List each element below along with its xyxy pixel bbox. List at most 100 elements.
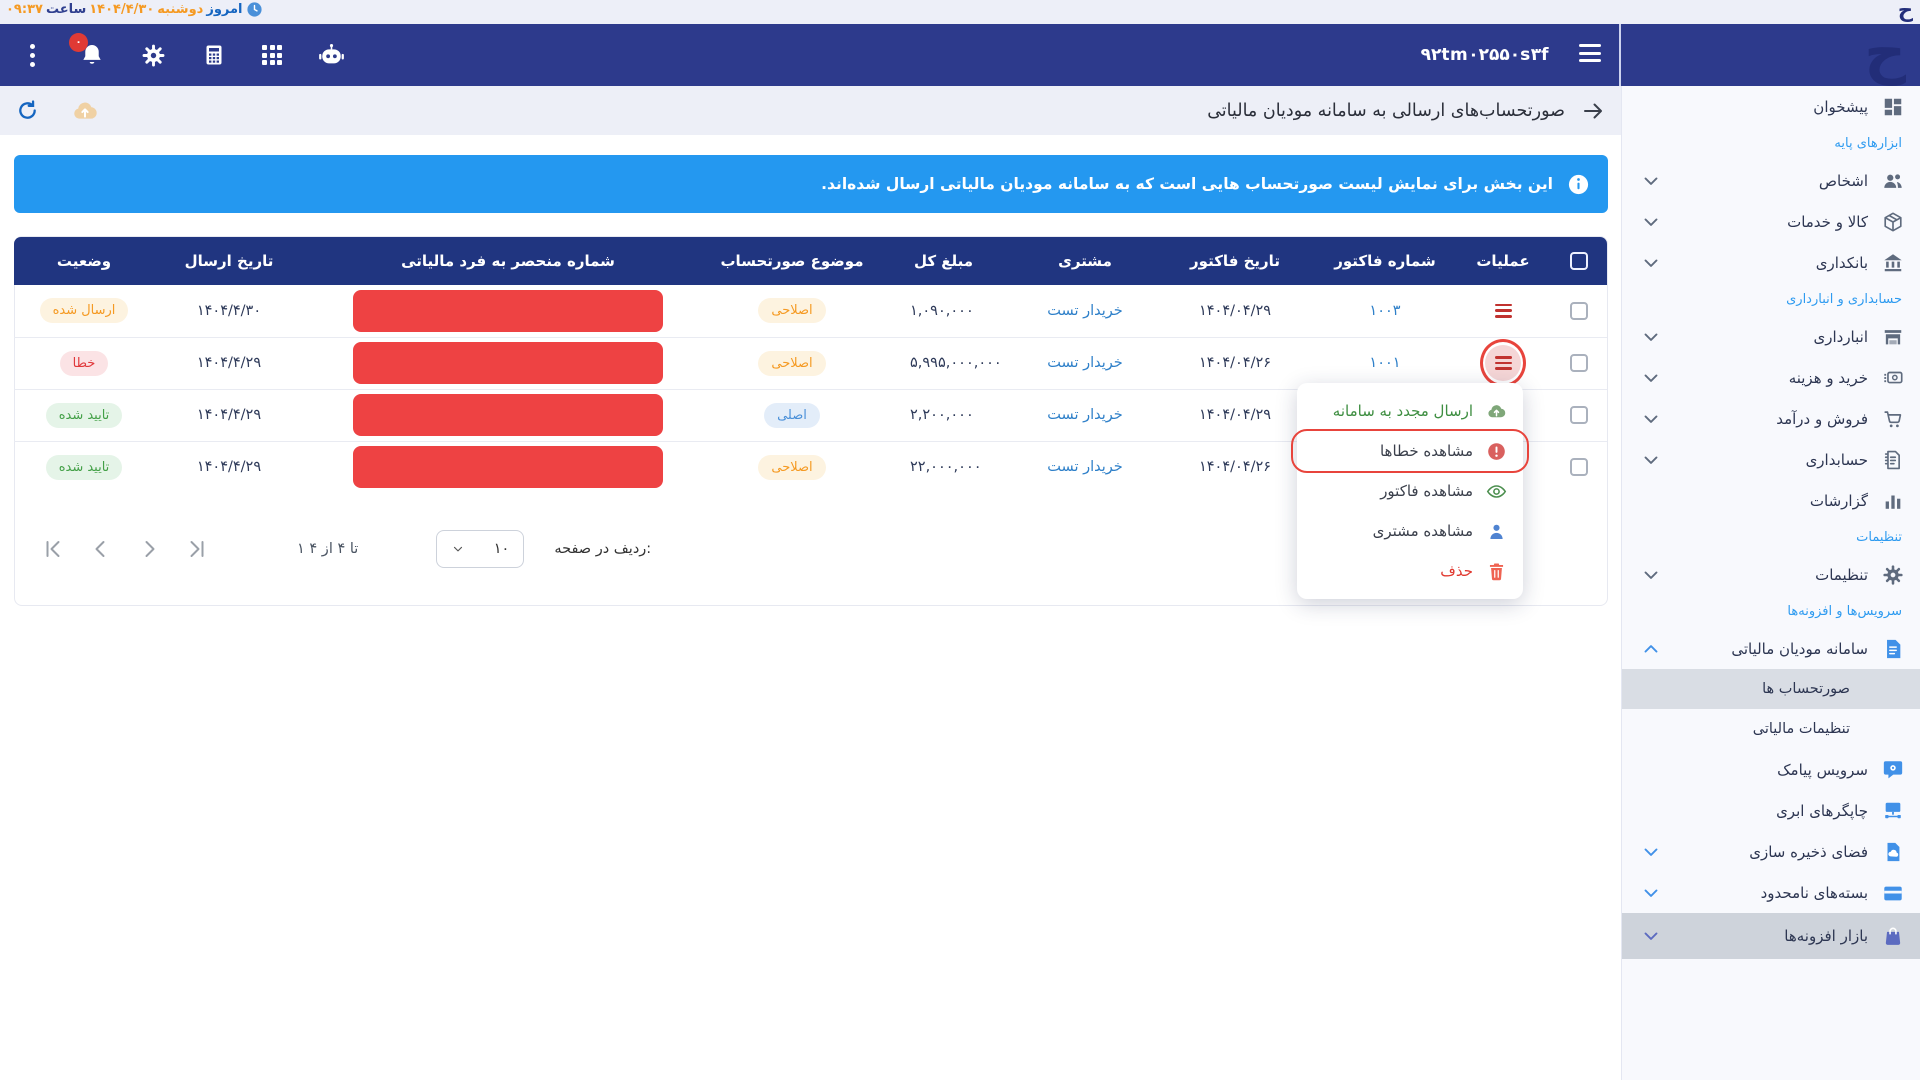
- sidebar-item-sms-service[interactable]: سرویس پیامک: [1622, 749, 1920, 790]
- packages-icon: [1882, 882, 1904, 904]
- info-banner: این بخش برای نمایش لیست صورتحساب هایی اس…: [14, 155, 1608, 213]
- subject-badge: اصلی: [764, 402, 820, 428]
- sidebar-item-sales-income[interactable]: فروش و درآمد: [1622, 398, 1920, 439]
- kebab-menu-icon[interactable]: [22, 40, 43, 71]
- package-icon: [1882, 211, 1904, 233]
- customer-link[interactable]: خریدار تست: [1047, 459, 1123, 476]
- chevron-down-icon: [1640, 252, 1662, 274]
- menu-item-view-customer[interactable]: مشاهده مشتری: [1297, 511, 1523, 551]
- hour-label: ساعت: [45, 2, 87, 17]
- chevron-down-icon: [1640, 449, 1662, 471]
- col-ops: عملیات: [1455, 237, 1551, 285]
- send-date: ۱۴۰۴/۴/۲۹: [154, 388, 304, 441]
- notification-badge: ۰: [69, 33, 88, 52]
- workspace-id: ۹۲tm۰۲۵۵۰s۳f: [1420, 45, 1549, 65]
- ledger-icon: [1882, 449, 1904, 471]
- sidebar-subitem-invoices[interactable]: صورتحساب ها: [1622, 669, 1920, 709]
- bar-chart-icon: [1882, 490, 1904, 512]
- first-page-icon[interactable]: [41, 537, 65, 561]
- sidebar-item-purchase-expense[interactable]: خرید و هزینه: [1622, 357, 1920, 398]
- date-value: ۱۴۰۴/۴/۳۰: [89, 2, 155, 17]
- row-checkbox[interactable]: [1570, 354, 1588, 372]
- tax-uid-redaction: [353, 289, 663, 332]
- sidebar-section-basic-tools: ابزارهای پایه: [1834, 136, 1902, 151]
- assistant-robot-icon[interactable]: [318, 42, 345, 69]
- chevron-down-icon: [1640, 841, 1662, 863]
- sidebar-item-reports[interactable]: گزارشات: [1622, 480, 1920, 521]
- sidebar-item-dashboard[interactable]: پیشخوان: [1622, 86, 1920, 127]
- sidebar-hamburger-icon[interactable]: [1579, 44, 1601, 62]
- invoice-number-link[interactable]: ۱۰۰۳: [1369, 302, 1401, 319]
- chevron-down-icon: [1640, 408, 1662, 430]
- sidebar-item-storage[interactable]: فضای ذخیره سازی: [1622, 831, 1920, 872]
- info-banner-text: این بخش برای نمایش لیست صورتحساب هایی اس…: [821, 175, 1553, 193]
- sidebar-item-goods-services[interactable]: کالا و خدمات: [1622, 201, 1920, 242]
- invoice-number-link[interactable]: ۱۰۰۱: [1369, 355, 1401, 371]
- subject-badge: اصلاحی: [758, 350, 826, 376]
- menu-item-delete[interactable]: حذف: [1297, 551, 1523, 591]
- customer-link[interactable]: خریدار تست: [1047, 302, 1123, 319]
- cloud-upload-icon[interactable]: [71, 97, 99, 125]
- menu-item-resend[interactable]: ارسال مجدد به سامانه: [1297, 391, 1523, 431]
- weekday-label: دوشنبه: [157, 2, 204, 17]
- chevron-down-icon: [1640, 564, 1662, 586]
- row-actions-icon-active[interactable]: [1494, 356, 1512, 370]
- pagination-range: ۱ تا ۴ از ۴: [297, 541, 359, 557]
- refresh-icon[interactable]: [16, 99, 39, 122]
- sidebar-item-tax-system[interactable]: سامانه مودیان مالیاتی: [1622, 628, 1920, 669]
- calculator-icon[interactable]: [202, 43, 226, 67]
- select-all-checkbox[interactable]: [1570, 252, 1588, 271]
- error-icon: [1486, 441, 1507, 462]
- sidebar-item-banking[interactable]: بانکداری: [1622, 242, 1920, 283]
- status-badge: خطا: [59, 350, 109, 376]
- row-actions-icon[interactable]: [1494, 303, 1512, 318]
- row-checkbox[interactable]: [1570, 406, 1588, 424]
- rows-per-page-select[interactable]: ۱۰: [436, 530, 525, 568]
- sidebar-item-cloud-printers[interactable]: چاپگرهای ابری: [1622, 790, 1920, 831]
- sms-icon: [1882, 759, 1904, 781]
- menu-item-view-invoice[interactable]: مشاهده فاکتور: [1297, 471, 1523, 511]
- status-badge: تایید شده: [45, 402, 123, 428]
- sidebar-item-people[interactable]: اشخاص: [1622, 160, 1920, 201]
- sidebar-item-warehousing[interactable]: انبارداری: [1622, 316, 1920, 357]
- row-checkbox[interactable]: [1570, 301, 1588, 320]
- sidebar-item-addons-market[interactable]: بازار افزونه‌ها: [1622, 913, 1920, 959]
- send-date: ۱۴۰۴/۴/۳۰: [196, 302, 262, 319]
- menu-item-view-errors[interactable]: مشاهده خطاها: [1291, 429, 1529, 473]
- expense-icon: [1882, 367, 1904, 389]
- back-arrow-icon[interactable]: [1581, 99, 1605, 123]
- chevron-up-icon: [1640, 638, 1662, 660]
- clock-icon: [246, 1, 263, 18]
- sidebar-item-unlimited-packages[interactable]: بسته‌های نامحدود: [1622, 872, 1920, 913]
- sidebar-item-settings[interactable]: تنظیمات: [1622, 554, 1920, 595]
- prev-page-icon[interactable]: [89, 537, 113, 561]
- row-checkbox[interactable]: [1570, 458, 1588, 477]
- sidebar-header: ح: [1621, 24, 1920, 86]
- settings-gear-icon[interactable]: [141, 43, 166, 68]
- page-title: صورتحساب‌های ارسالی به سامانه مودیان مال…: [1207, 100, 1565, 121]
- send-date: ۱۴۰۴/۴/۲۹: [154, 440, 304, 493]
- status-badge: ارسال شده: [39, 298, 129, 324]
- col-subject: موضوع صورتحساب: [712, 237, 872, 285]
- chevron-down-icon: [1640, 882, 1662, 904]
- subject-badge: اصلاحی: [758, 454, 826, 480]
- tax-uid-redaction: [353, 342, 663, 384]
- last-page-icon[interactable]: [185, 537, 209, 561]
- sidebar-item-accounting[interactable]: حسابداری: [1622, 439, 1920, 480]
- total-amount: ۵,۹۹۵,۰۰۰,۰۰۰: [872, 336, 1015, 389]
- customer-link[interactable]: خریدار تست: [1047, 355, 1123, 371]
- trash-icon: [1486, 561, 1507, 582]
- warehouse-icon: [1882, 326, 1904, 348]
- caret-down-icon: [451, 542, 465, 556]
- main-content: صورتحساب‌های ارسالی به سامانه مودیان مال…: [0, 86, 1621, 1080]
- apps-grid-icon[interactable]: [262, 45, 282, 65]
- col-send-date: تاریخ ارسال: [154, 237, 304, 285]
- subject-badge: اصلاحی: [758, 298, 826, 324]
- customer-link[interactable]: خریدار تست: [1047, 407, 1123, 423]
- sidebar: پیشخوان ابزارهای پایه اشخاص کالا و خدمات…: [1621, 86, 1920, 1080]
- topbar: ۰ ۹۲tm۰۲۵۵۰s۳f: [0, 24, 1621, 86]
- notifications-bell-icon[interactable]: ۰: [69, 33, 105, 68]
- sidebar-subitem-tax-settings[interactable]: تنظیمات مالیاتی: [1752, 721, 1850, 737]
- printer-icon: [1882, 800, 1904, 822]
- next-page-icon[interactable]: [137, 537, 161, 561]
